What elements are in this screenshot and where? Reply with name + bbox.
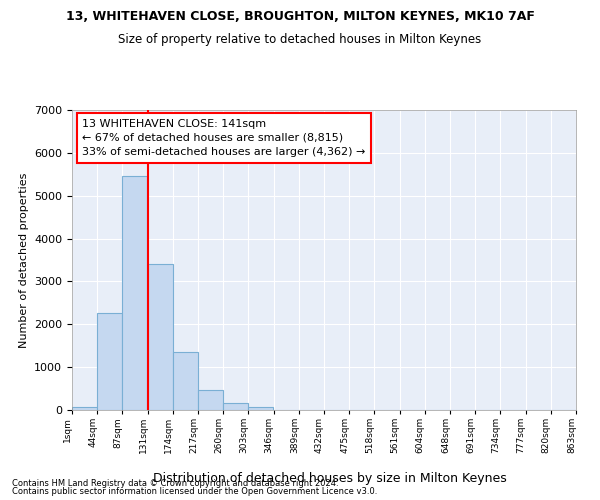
Text: 13, WHITEHAVEN CLOSE, BROUGHTON, MILTON KEYNES, MK10 7AF: 13, WHITEHAVEN CLOSE, BROUGHTON, MILTON … xyxy=(65,10,535,23)
Text: Size of property relative to detached houses in Milton Keynes: Size of property relative to detached ho… xyxy=(118,32,482,46)
Bar xyxy=(198,390,223,410)
Bar xyxy=(122,176,148,410)
Text: Contains public sector information licensed under the Open Government Licence v3: Contains public sector information licen… xyxy=(12,487,377,496)
Text: 13 WHITEHAVEN CLOSE: 141sqm
← 67% of detached houses are smaller (8,815)
33% of : 13 WHITEHAVEN CLOSE: 141sqm ← 67% of det… xyxy=(82,119,365,157)
Bar xyxy=(97,312,122,410)
Text: Contains HM Land Registry data © Crown copyright and database right 2024.: Contains HM Land Registry data © Crown c… xyxy=(12,478,338,488)
Bar xyxy=(72,407,97,410)
Text: Distribution of detached houses by size in Milton Keynes: Distribution of detached houses by size … xyxy=(153,472,507,485)
Bar xyxy=(248,408,274,410)
Y-axis label: Number of detached properties: Number of detached properties xyxy=(19,172,29,348)
Bar xyxy=(223,402,248,410)
Bar xyxy=(173,352,198,410)
Bar xyxy=(148,264,173,410)
